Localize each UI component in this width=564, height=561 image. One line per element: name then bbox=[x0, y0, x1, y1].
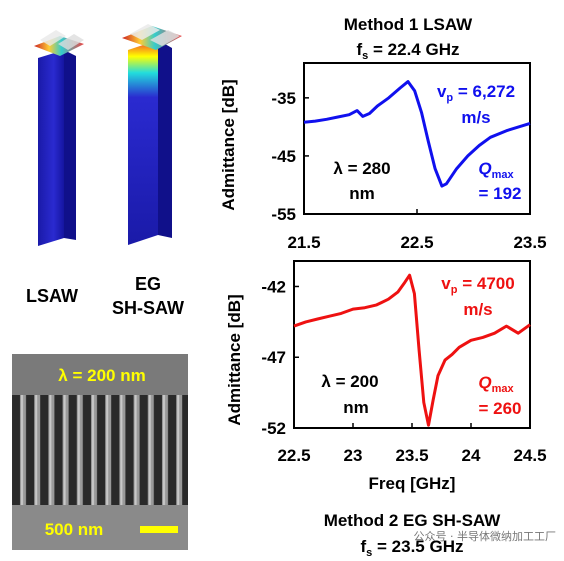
chart-bottom-ylabel: Admittance [dB] bbox=[225, 294, 244, 425]
chart-bottom-q: Qmax bbox=[478, 373, 514, 395]
x-tick-label: 22.5 bbox=[400, 233, 433, 252]
chart-top-lambda-line1: λ = 280 bbox=[333, 159, 390, 178]
chart-bottom-vp-unit: m/s bbox=[463, 300, 492, 319]
chart-top-lambda-line2: nm bbox=[349, 184, 375, 203]
y-tick-label: -35 bbox=[271, 89, 296, 108]
chart-top-ylabel: Admittance [dB] bbox=[219, 79, 238, 210]
eg-label-line2: SH-SAW bbox=[112, 298, 184, 318]
chart-bottom: Admittance [dB] 22.5 23 23.5 24 24.5 -42 -47 -5… bbox=[225, 260, 547, 559]
x-tick-label: 24.5 bbox=[513, 446, 546, 465]
watermark: 公众号 · 半导体微纳加工工厂 bbox=[414, 529, 557, 543]
chart-top-series-line bbox=[303, 80, 531, 188]
x-tick-label: 24 bbox=[462, 446, 481, 465]
chart-top-q: Qmax bbox=[478, 159, 514, 181]
y-tick-label: -42 bbox=[261, 277, 286, 296]
chart-bottom-xlabel: Freq [GHz] bbox=[369, 474, 456, 493]
chart-bottom-vp: vp = 4700 bbox=[441, 274, 514, 296]
chart-top: Method 1 LSAW fs = 22.4 GHz Admittance [… bbox=[219, 15, 547, 252]
y-tick-label: -52 bbox=[261, 419, 286, 438]
chart-bottom-title-line1: Method 2 EG SH-SAW bbox=[324, 511, 502, 530]
y-tick-label: -47 bbox=[261, 348, 286, 367]
sem-scale-bar bbox=[140, 526, 178, 533]
lsaw-label: LSAW bbox=[26, 286, 78, 306]
eg-label-line1: EG bbox=[135, 274, 161, 294]
sem-image: λ = 200 nm 500 nm bbox=[12, 354, 188, 550]
chart-top-title-line1: Method 1 LSAW bbox=[344, 15, 473, 34]
chart-top-vp-unit: m/s bbox=[461, 108, 490, 127]
eg-shsaw-3d-model bbox=[122, 24, 182, 245]
chart-bottom-lambda-line2: nm bbox=[343, 398, 369, 417]
chart-bottom-lambda-line1: λ = 200 bbox=[321, 372, 378, 391]
y-tick-label: -45 bbox=[271, 147, 296, 166]
chart-bottom-q-value: = 260 bbox=[478, 399, 521, 418]
chart-bottom-title-line2: fs = 23.5 GHz bbox=[361, 537, 464, 559]
y-tick-label: -55 bbox=[271, 205, 296, 224]
x-tick-label: 23.5 bbox=[513, 233, 546, 252]
x-tick-label: 21.5 bbox=[287, 233, 320, 252]
chart-top-vp: vp = 6,272 bbox=[437, 82, 515, 104]
sem-lambda-label: λ = 200 nm bbox=[58, 366, 145, 385]
chart-top-q-value: = 192 bbox=[478, 184, 521, 203]
sem-scale-label: 500 nm bbox=[45, 520, 104, 539]
chart-top-title-line2: fs = 22.4 GHz bbox=[357, 40, 460, 62]
x-tick-label: 22.5 bbox=[277, 446, 310, 465]
lsaw-3d-model bbox=[34, 30, 84, 246]
x-tick-label: 23 bbox=[344, 446, 363, 465]
chart-bottom-series-line bbox=[293, 273, 531, 427]
x-tick-label: 23.5 bbox=[395, 446, 428, 465]
